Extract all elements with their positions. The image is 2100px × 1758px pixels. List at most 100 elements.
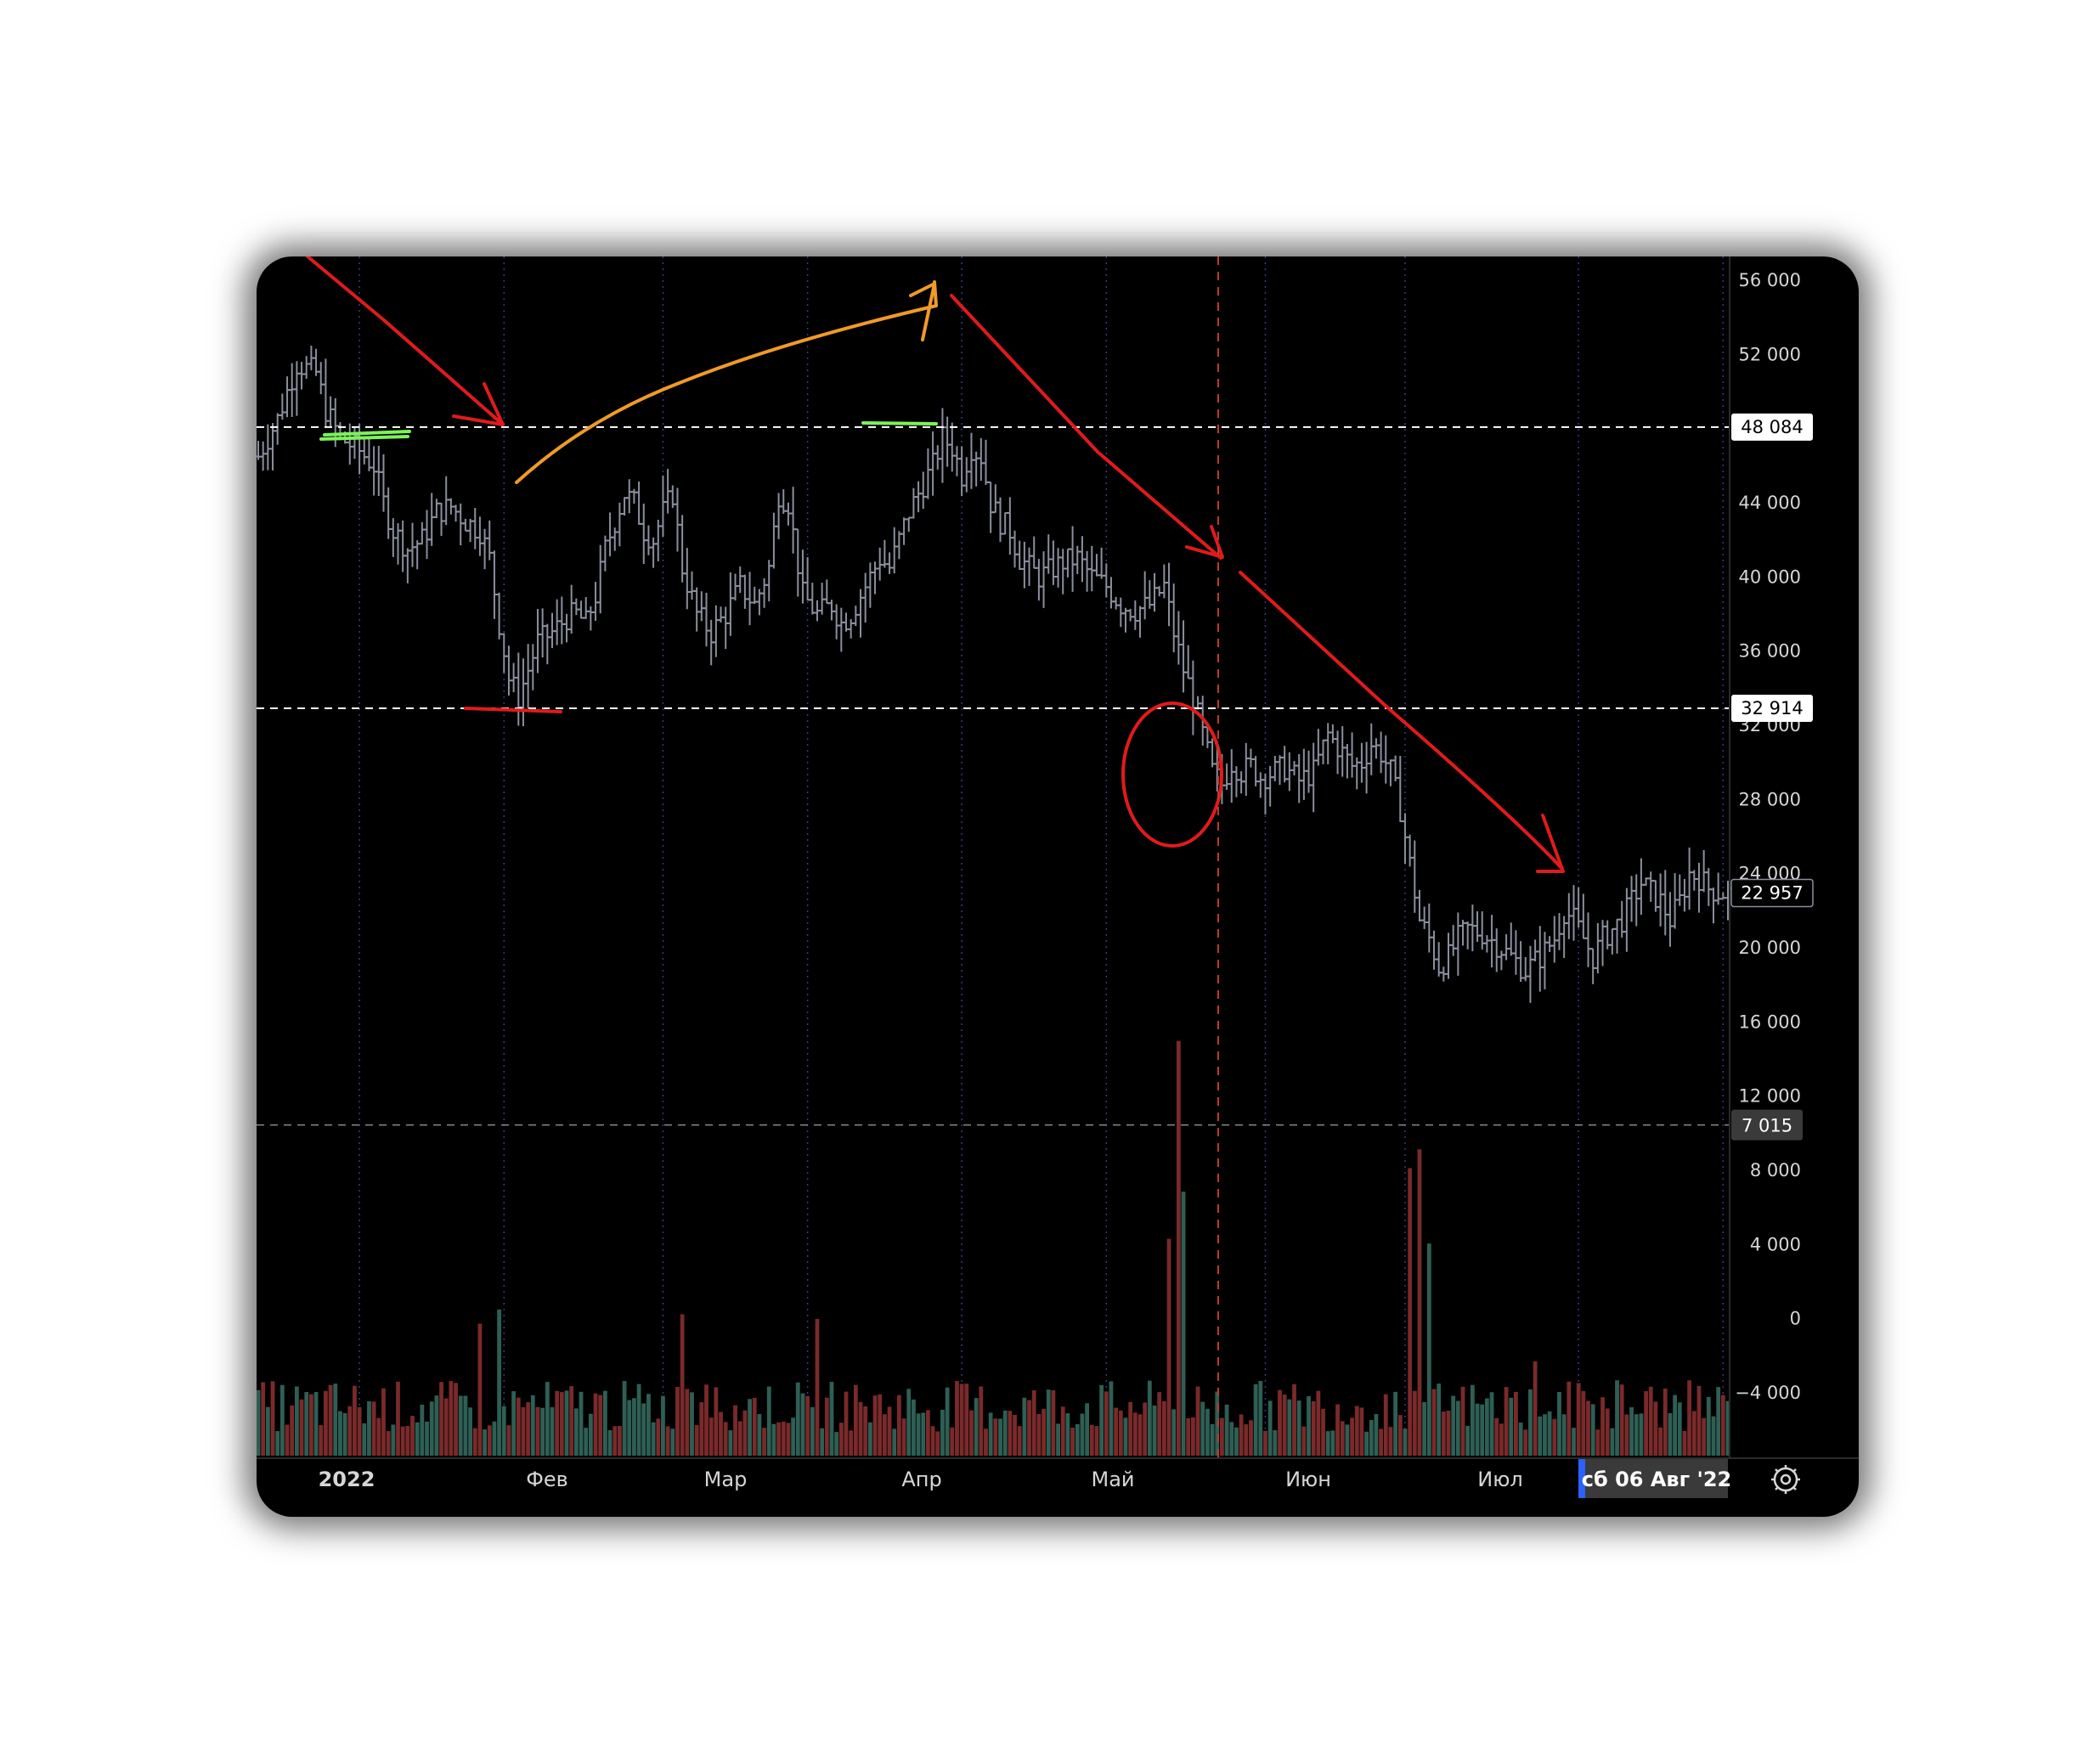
volume-bar — [506, 1425, 511, 1456]
volume-bar — [1567, 1381, 1572, 1456]
volume-bar — [371, 1401, 376, 1456]
ohlc-bar — [1498, 950, 1505, 971]
price-tick-label: 8 000 — [1750, 1160, 1801, 1180]
volume-bar — [511, 1391, 517, 1456]
volume-bar — [1658, 1427, 1662, 1456]
volume-bar — [463, 1395, 468, 1456]
ohlc-bar — [1483, 935, 1491, 953]
ohlc-bar — [438, 502, 445, 537]
price-tick-label: 0 — [1790, 1309, 1801, 1329]
ohlc-bar — [1589, 948, 1597, 984]
ohlc-bar — [452, 504, 460, 522]
ohlc-bar — [1695, 862, 1702, 913]
volume-bar — [916, 1413, 921, 1456]
volume-bar — [762, 1428, 766, 1456]
time-label: Апр — [901, 1468, 941, 1491]
volume-bar — [1316, 1390, 1321, 1456]
ohlc-bar — [789, 487, 797, 554]
ohlc-bar — [1040, 551, 1047, 608]
ohlc-bar — [1049, 540, 1057, 585]
volume-bar — [1383, 1394, 1388, 1456]
ohlc-bar — [934, 445, 941, 470]
ohlc-bar — [1386, 759, 1394, 786]
volume-bar — [815, 1319, 820, 1456]
volume-bar — [1056, 1423, 1060, 1456]
settings-gear-icon[interactable] — [1771, 1465, 1800, 1494]
ohlc-bar — [274, 413, 281, 445]
ohlc-bar — [519, 658, 527, 727]
volume-bar — [1595, 1429, 1600, 1456]
volume-bar — [559, 1392, 564, 1456]
volume-bar — [1662, 1389, 1668, 1456]
volume-bar — [646, 1394, 651, 1456]
ohlc-bar — [977, 437, 985, 482]
volume-bar — [896, 1395, 901, 1456]
level-tag-upper-text: 48 084 — [1741, 417, 1803, 437]
ohlc-bar — [809, 583, 816, 615]
ohlc-bar — [515, 652, 522, 726]
volume-bar — [400, 1426, 405, 1456]
ohlc-bar — [529, 644, 537, 690]
volume-bar — [1422, 1401, 1427, 1456]
volume-bar — [704, 1384, 708, 1456]
volume-bar — [443, 1398, 449, 1456]
volume-bar — [1109, 1381, 1114, 1456]
price-tick-label: 12 000 — [1739, 1086, 1801, 1107]
volume-bar — [714, 1387, 719, 1456]
ohlc-bar — [293, 361, 301, 416]
ohlc-bar — [872, 561, 879, 594]
annotations — [306, 256, 1565, 873]
chart-window: 56 000 52 000 44 000 40 000 36 000 32 000 28 0… — [257, 256, 1859, 1517]
volume-bar — [1581, 1390, 1586, 1456]
volume-bar — [1437, 1383, 1442, 1456]
ohlc-bar — [722, 606, 730, 650]
ohlc-bar — [1363, 741, 1370, 794]
volume-bar — [1634, 1414, 1639, 1456]
ohlc-bar — [365, 436, 373, 471]
ohlc-bar — [1377, 731, 1385, 774]
ohlc-bar — [1098, 547, 1105, 579]
ohlc-bar — [693, 587, 701, 632]
ohlc-bar — [1608, 927, 1616, 955]
ohlc-bar — [1406, 834, 1414, 867]
volume-bar — [872, 1395, 878, 1456]
ohlc-bar — [1155, 586, 1163, 597]
ohlc-bar — [948, 422, 956, 472]
volume-bar — [405, 1426, 410, 1456]
volume-bar — [1696, 1385, 1702, 1456]
volume-bar — [1624, 1414, 1629, 1456]
ohlc-bar — [1083, 550, 1091, 592]
volume-bar — [1514, 1391, 1518, 1456]
volume-bar — [1220, 1417, 1224, 1456]
volume-bar — [362, 1423, 367, 1456]
volume-bar — [1301, 1426, 1307, 1456]
ohlc-bar — [264, 424, 272, 470]
ohlc-bar — [717, 606, 725, 623]
ohlc-bar — [1238, 771, 1245, 794]
ohlc-bar — [924, 448, 932, 499]
volume-bar — [1543, 1414, 1547, 1456]
volume-bar — [376, 1417, 381, 1456]
volume-bar — [1455, 1400, 1460, 1456]
volume-bar — [1094, 1426, 1099, 1456]
ohlc-bar — [481, 528, 488, 570]
ohlc-bar — [625, 479, 633, 514]
volume-bar — [492, 1421, 497, 1456]
volume-bar — [1408, 1168, 1413, 1456]
ohlc-bar — [833, 604, 840, 640]
ohlc-bar — [635, 481, 643, 525]
time-axis[interactable]: 2022 Фев Мар Апр Май Июн Июл сб 06 Авг '22 — [257, 1457, 1859, 1498]
ohlc-bar — [1705, 868, 1713, 906]
volume-bar — [1470, 1384, 1475, 1456]
ohlc-bar — [1025, 547, 1033, 586]
red-arrow-2 — [950, 294, 1224, 560]
volume-bar — [1538, 1416, 1543, 1456]
volume-bar — [439, 1382, 443, 1456]
ohlc-bar — [650, 537, 658, 568]
ohlc-bar — [1348, 732, 1356, 778]
ohlc-bar — [703, 592, 710, 647]
ohlc-bar — [1319, 739, 1327, 764]
ohlc-bar — [533, 609, 541, 673]
